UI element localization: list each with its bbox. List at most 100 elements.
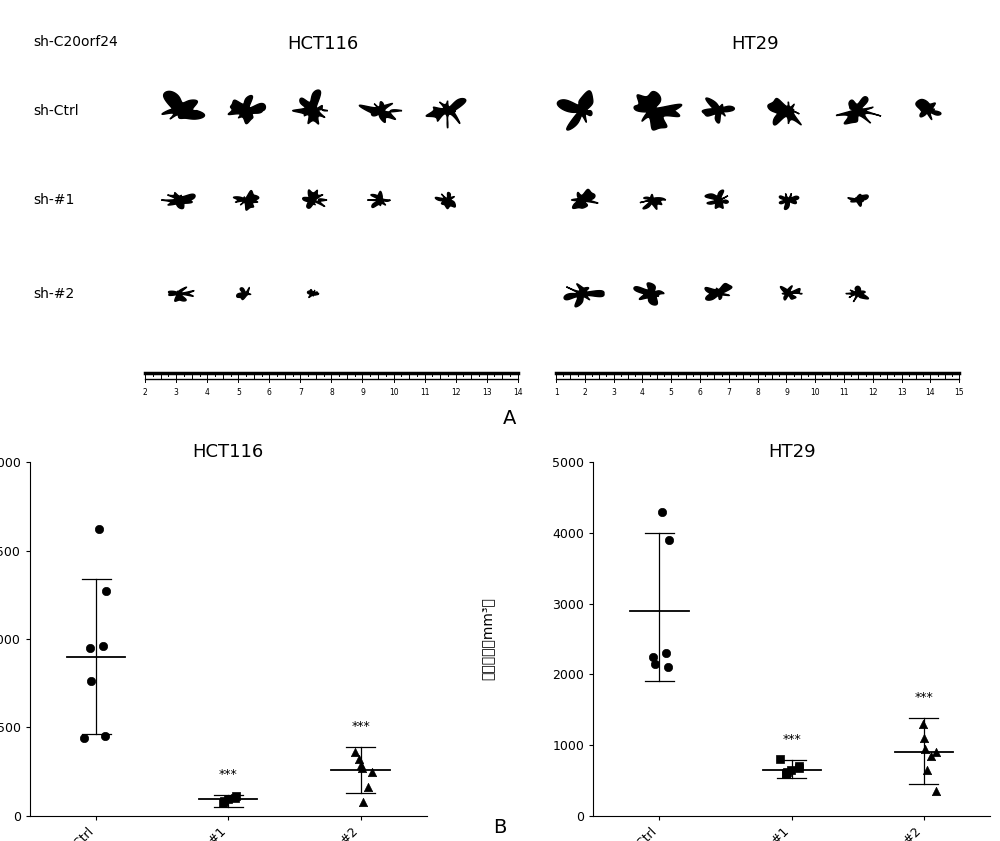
Polygon shape — [705, 190, 728, 209]
Polygon shape — [768, 98, 801, 125]
Text: 11: 11 — [420, 389, 429, 397]
Text: B: B — [493, 817, 507, 837]
Polygon shape — [557, 91, 593, 130]
Text: 8: 8 — [329, 389, 334, 397]
Point — [917, 742, 933, 755]
Point — [216, 794, 232, 807]
Title: HT29: HT29 — [768, 442, 815, 461]
Text: 12: 12 — [451, 389, 460, 397]
Polygon shape — [359, 102, 402, 122]
Polygon shape — [161, 193, 195, 209]
Point — [97, 729, 113, 743]
Text: 4: 4 — [640, 389, 645, 397]
Polygon shape — [426, 98, 466, 128]
Text: 7: 7 — [726, 389, 731, 397]
Text: 5: 5 — [236, 389, 241, 397]
Point — [220, 792, 236, 806]
Polygon shape — [848, 194, 868, 206]
Point — [91, 522, 107, 536]
Polygon shape — [640, 194, 666, 209]
Text: 6: 6 — [267, 389, 272, 397]
Title: HCT116: HCT116 — [193, 442, 264, 461]
Text: sh-#1: sh-#1 — [33, 193, 74, 207]
Polygon shape — [237, 288, 251, 299]
Text: 6: 6 — [698, 389, 703, 397]
Point — [915, 717, 931, 731]
Polygon shape — [702, 98, 734, 123]
Text: 12: 12 — [868, 389, 878, 397]
Text: 5: 5 — [669, 389, 674, 397]
Polygon shape — [162, 92, 205, 119]
Text: 13: 13 — [897, 389, 906, 397]
Point — [82, 641, 98, 654]
Text: 7: 7 — [298, 389, 303, 397]
Text: 4: 4 — [205, 389, 210, 397]
Point — [928, 745, 944, 759]
Text: ***: *** — [782, 733, 801, 746]
Text: sh-Ctrl: sh-Ctrl — [33, 103, 79, 118]
Point — [778, 767, 794, 780]
Polygon shape — [169, 287, 194, 301]
Polygon shape — [836, 97, 881, 124]
Point — [779, 765, 795, 779]
Text: 2: 2 — [143, 389, 148, 397]
Polygon shape — [303, 190, 327, 209]
Polygon shape — [780, 286, 802, 300]
Point — [791, 759, 807, 773]
Point — [645, 650, 661, 664]
Polygon shape — [308, 289, 319, 298]
Text: 1: 1 — [554, 389, 558, 397]
Text: 10: 10 — [389, 389, 398, 397]
Point — [98, 584, 114, 598]
Text: ***: *** — [351, 720, 370, 733]
Point — [916, 732, 932, 745]
Point — [76, 732, 92, 745]
Text: ***: *** — [219, 769, 238, 781]
Point — [354, 761, 370, 775]
Text: 2: 2 — [583, 389, 587, 397]
Point — [647, 657, 663, 670]
Text: 9: 9 — [360, 389, 365, 397]
Polygon shape — [564, 284, 604, 307]
Point — [661, 533, 677, 547]
Point — [351, 753, 367, 766]
Polygon shape — [705, 283, 732, 300]
Point — [658, 647, 674, 660]
Point — [783, 763, 799, 776]
Point — [360, 780, 376, 794]
Text: 15: 15 — [954, 389, 964, 397]
Polygon shape — [634, 92, 682, 130]
Polygon shape — [228, 96, 265, 124]
Text: 14: 14 — [926, 389, 935, 397]
Text: sh-C20orf24: sh-C20orf24 — [33, 35, 118, 50]
Point — [228, 790, 244, 803]
Text: 13: 13 — [482, 389, 491, 397]
Text: ***: *** — [915, 691, 933, 704]
Text: 3: 3 — [611, 389, 616, 397]
Text: A: A — [503, 409, 517, 428]
Text: 14: 14 — [513, 389, 522, 397]
Point — [928, 785, 944, 798]
Point — [654, 505, 670, 518]
Polygon shape — [572, 189, 598, 209]
Point — [919, 763, 935, 776]
Point — [778, 767, 794, 780]
Text: 8: 8 — [755, 389, 760, 397]
Polygon shape — [435, 193, 455, 209]
Text: 10: 10 — [810, 389, 820, 397]
Polygon shape — [916, 99, 941, 119]
Text: 9: 9 — [784, 389, 789, 397]
Point — [347, 745, 363, 759]
Point — [83, 674, 99, 688]
Point — [353, 758, 369, 771]
Text: HT29: HT29 — [731, 35, 779, 53]
Text: HCT116: HCT116 — [287, 35, 358, 53]
Polygon shape — [367, 192, 390, 208]
Point — [772, 753, 788, 766]
Point — [227, 791, 243, 805]
Point — [364, 764, 380, 778]
Point — [923, 749, 939, 763]
Point — [215, 796, 231, 809]
Point — [355, 795, 371, 808]
Point — [791, 761, 807, 775]
